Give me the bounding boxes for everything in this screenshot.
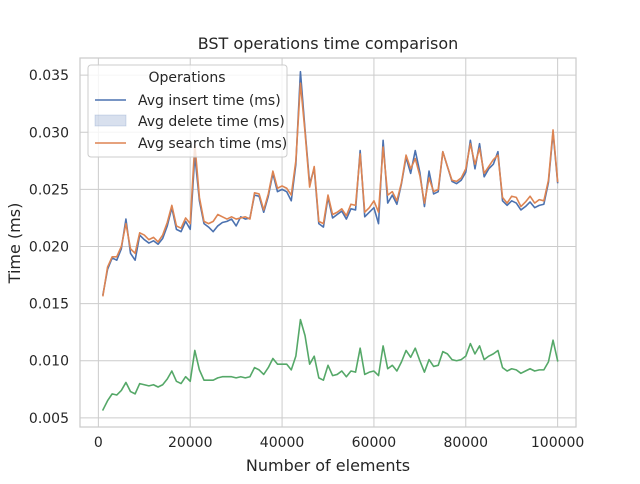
legend-entry-insert: Avg insert time (ms) xyxy=(138,93,281,109)
x-tick-label-5: 100000 xyxy=(531,435,584,451)
x-tick-label-1: 20000 xyxy=(168,435,213,451)
legend: Operations Avg insert time (ms) Avg dele… xyxy=(87,64,288,158)
series-line-1 xyxy=(102,82,559,297)
series-line-2 xyxy=(101,318,559,411)
y-tick-label-6: 0.035 xyxy=(29,68,69,84)
legend-swatch-delete xyxy=(94,114,127,127)
y-axis-label: Time (ms) xyxy=(5,203,24,285)
x-tick-label-2: 40000 xyxy=(260,435,305,451)
series-lines xyxy=(101,70,559,411)
legend-entry-search: Avg search time (ms) xyxy=(138,136,287,152)
x-tick-label-4: 80000 xyxy=(444,435,489,451)
y-tick-label-4: 0.025 xyxy=(29,182,69,198)
x-tick-labels: 0 20000 40000 60000 80000 100000 xyxy=(94,435,584,451)
y-tick-label-0: 0.005 xyxy=(29,411,69,427)
y-tick-label-1: 0.010 xyxy=(29,354,69,370)
plot-frame xyxy=(79,57,577,428)
y-tick-label-5: 0.030 xyxy=(29,125,69,141)
x-tick-label-0: 0 xyxy=(94,435,103,451)
y-tick-labels: 0.005 0.010 0.015 0.020 0.025 0.030 0.035 xyxy=(29,68,69,427)
chart-title: BST operations time comparison xyxy=(198,34,459,53)
legend-title: Operations xyxy=(149,70,226,86)
legend-entry-delete: Avg delete time (ms) xyxy=(138,114,285,130)
y-tick-label-2: 0.015 xyxy=(29,297,69,313)
legend-box xyxy=(87,64,288,158)
x-tick-label-3: 60000 xyxy=(352,435,397,451)
y-tick-label-3: 0.020 xyxy=(29,239,69,255)
x-axis-label: Number of elements xyxy=(246,456,410,475)
